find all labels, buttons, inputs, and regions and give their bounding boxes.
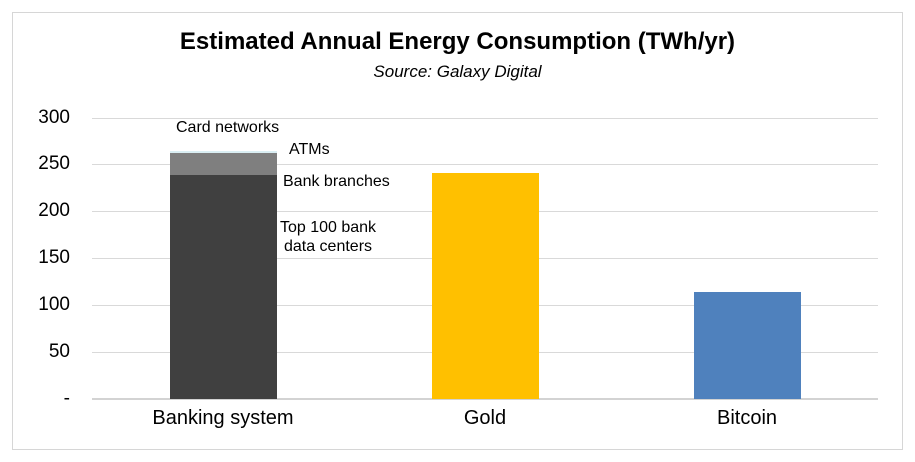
x-tick-label-gold: Gold xyxy=(463,407,507,429)
y-tick-label-300: 300 xyxy=(38,106,70,128)
annotation-card-networks: Card networks xyxy=(176,119,280,136)
bar-banking-system-segment-bank-branches xyxy=(169,155,277,175)
chart-subtitle: Source: Galaxy Digital xyxy=(373,62,542,81)
x-axis-line xyxy=(92,398,878,400)
bar-gold-segment-gold xyxy=(431,172,539,399)
y-tick-label--: - xyxy=(63,388,70,409)
y-tick-label-250: 250 xyxy=(38,153,70,175)
gridline-300 xyxy=(92,117,878,119)
chart-title: Estimated Annual Energy Consumption (TWh… xyxy=(179,28,736,55)
bar-banking-system-segment-top-100-bank-data-centers xyxy=(169,174,277,399)
bar-bitcoin-segment-bitcoin xyxy=(693,292,801,399)
annotation-bank-branches: Bank branches xyxy=(283,173,390,190)
gridline-250 xyxy=(92,164,878,166)
y-tick-label-200: 200 xyxy=(38,200,70,222)
y-tick-label-50: 50 xyxy=(48,341,70,363)
annotation-atms: ATMs xyxy=(289,141,330,158)
x-tick-label-banking-system: Banking system xyxy=(152,407,294,429)
bar-banking-system-segment-card-networks xyxy=(169,151,277,154)
x-tick-label-bitcoin: Bitcoin xyxy=(716,407,778,429)
bar-banking-system-segment-atms xyxy=(169,153,277,156)
y-tick-label-150: 150 xyxy=(38,247,70,269)
y-tick-label-100: 100 xyxy=(38,294,70,316)
annotation-top-100-bank-data-centers: Top 100 bank data centers xyxy=(279,219,377,255)
